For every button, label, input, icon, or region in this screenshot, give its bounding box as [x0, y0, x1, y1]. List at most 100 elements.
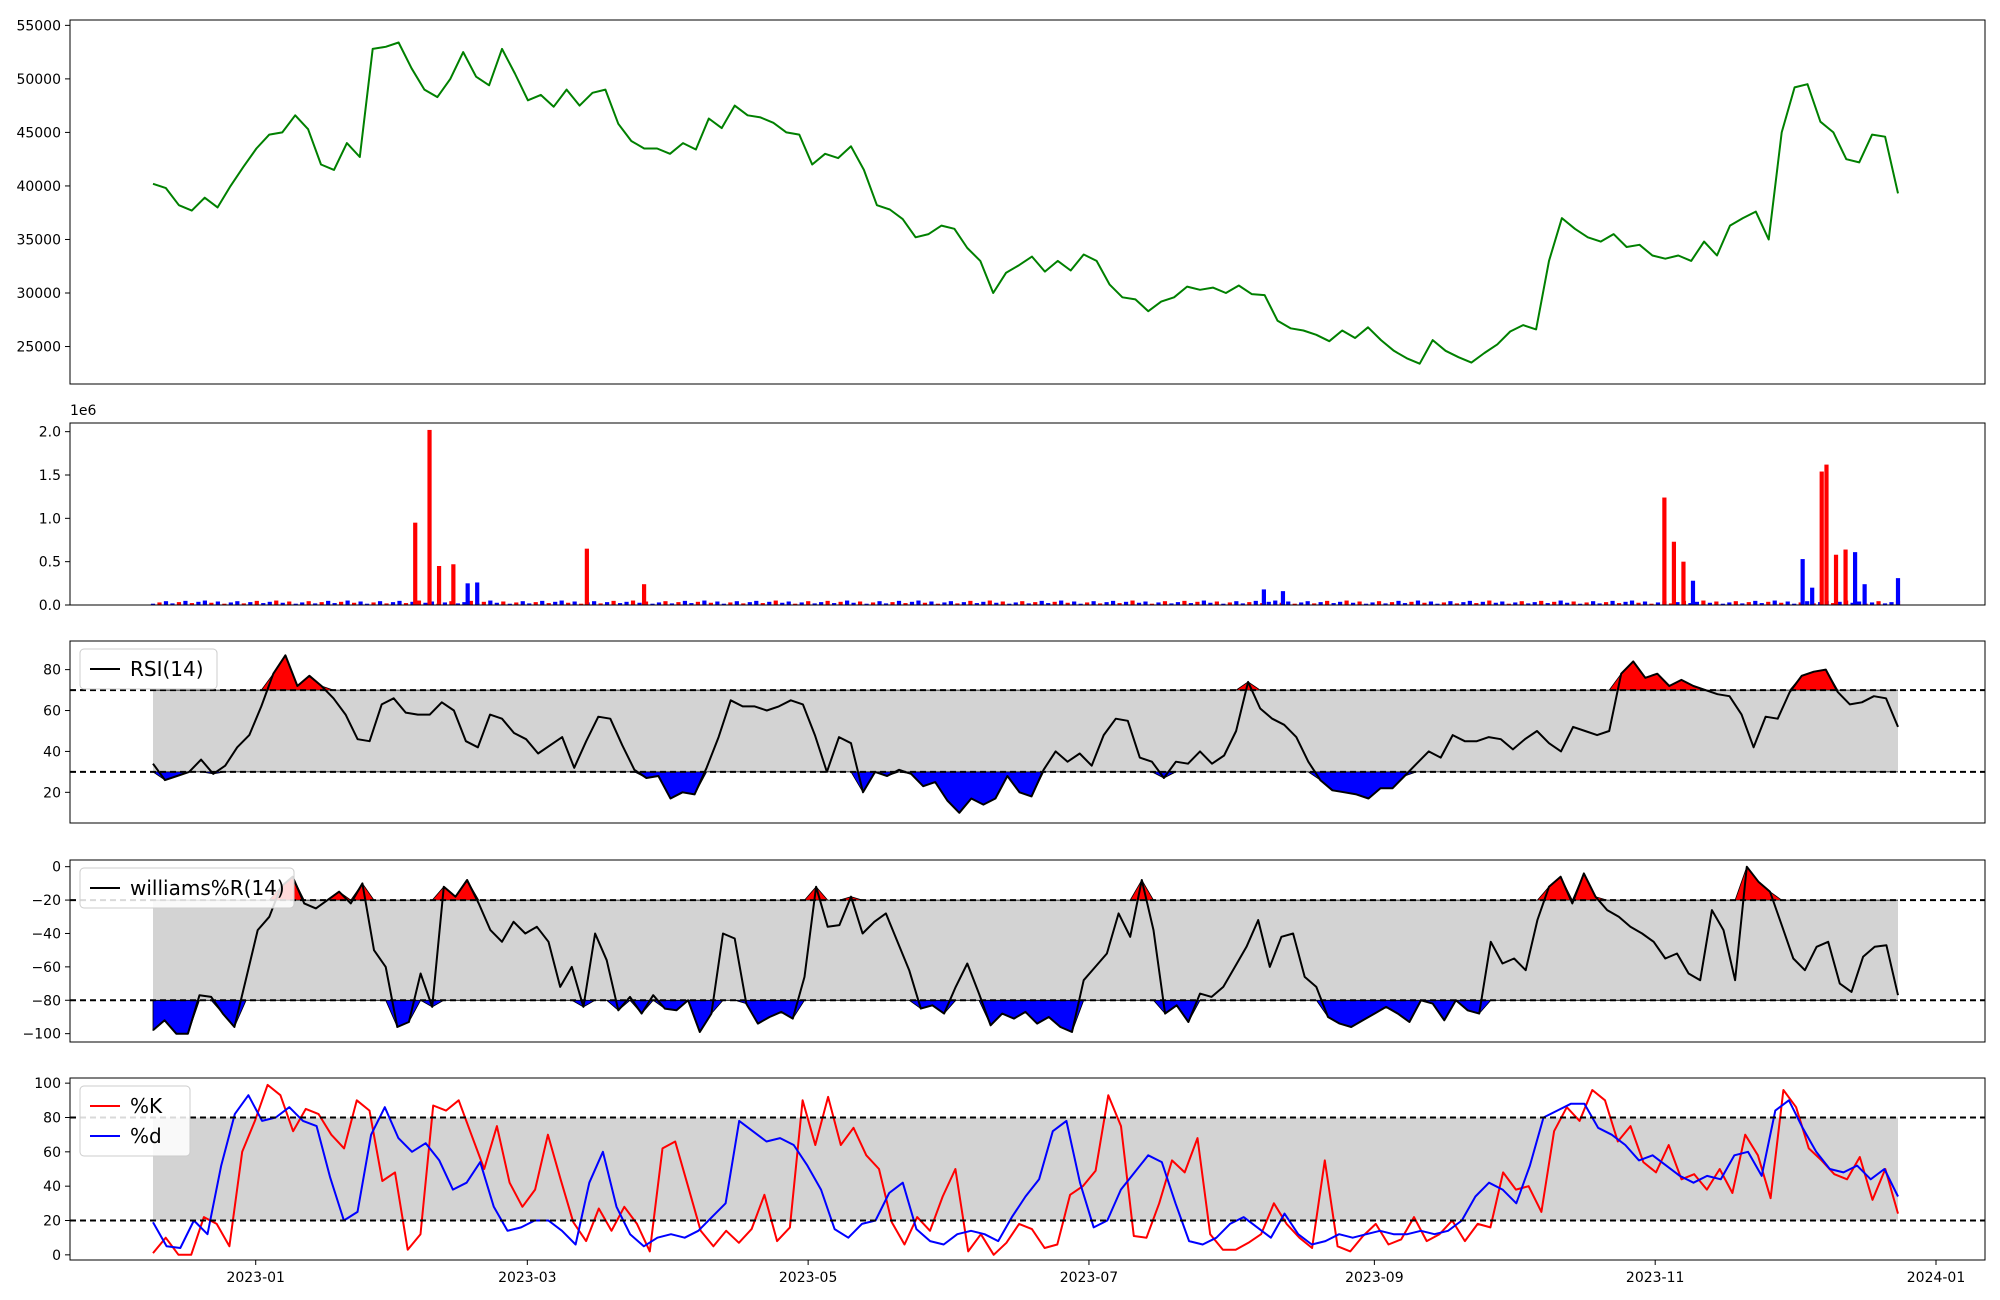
volume-bar: [728, 602, 733, 605]
volume-bar: [1493, 602, 1498, 605]
volume-bar: [1130, 600, 1135, 605]
volume-bar: [747, 602, 752, 605]
volume-bar: [163, 601, 169, 605]
volume-bar: [942, 602, 947, 605]
volume-bar: [1240, 603, 1245, 605]
volume-bar: [1123, 601, 1129, 605]
volume-bar: [481, 601, 486, 605]
volume-bar: [1500, 601, 1505, 605]
volume-bar: [1603, 602, 1609, 605]
volume-bar: [1325, 600, 1330, 605]
volume-bar: [1461, 602, 1466, 605]
volume-bar: [1117, 603, 1122, 605]
volume-bar: [1740, 603, 1745, 605]
volume-bar: [1402, 603, 1408, 605]
volume-bar: [767, 601, 772, 605]
volume-bar: [475, 582, 480, 605]
volume-bar: [741, 603, 746, 605]
volume-bar: [1856, 601, 1862, 605]
volume-bar: [1480, 601, 1485, 605]
volume-bar: [1526, 603, 1531, 605]
axes-frame: [69, 859, 1986, 1043]
volume-bar: [955, 603, 960, 605]
volume-bar: [851, 602, 856, 605]
volume-bar: [566, 602, 571, 605]
volume-bar: [326, 600, 331, 605]
volume-bar: [364, 603, 370, 605]
neutral-band: [153, 1117, 1898, 1221]
volume-bar: [1474, 603, 1479, 605]
volume-bar: [533, 602, 538, 605]
volume-bar: [339, 601, 344, 605]
volume-bar: [708, 602, 713, 605]
volume-bar: [994, 602, 999, 605]
volume-bar: [1766, 601, 1771, 605]
volume-bar: [1862, 584, 1867, 605]
volume-bar: [1208, 602, 1213, 605]
y-tick-label: 1.5: [39, 468, 61, 484]
volume-bar: [1428, 601, 1434, 605]
volume-bar: [793, 603, 798, 605]
y-tick-label: 20: [43, 1214, 61, 1230]
volume-bar: [455, 603, 460, 605]
volume-bar: [1467, 600, 1472, 605]
volume-bar: [1227, 602, 1232, 605]
y-tick-label: 0.0: [39, 598, 61, 614]
volume-bar: [1662, 497, 1667, 605]
volume-bar: [427, 429, 432, 605]
volume-bar: [1046, 603, 1051, 605]
volume-bar: [1895, 578, 1901, 605]
volume-bar: [468, 600, 473, 605]
volume-bar: [157, 602, 162, 605]
volume-bar: [1059, 600, 1064, 605]
panel-williams: −100 −80 −60 −40 −20 0 williams%R(14): [23, 859, 1986, 1043]
volume-bar: [1671, 541, 1677, 605]
volume-bar: [1810, 587, 1815, 605]
legend: %K %d: [79, 1085, 191, 1157]
volume-bar: [1169, 603, 1174, 605]
volume-bar: [1435, 603, 1440, 605]
y-tick-label: 25000: [16, 340, 61, 356]
volume-bar: [1616, 603, 1622, 605]
volume-bar: [416, 600, 422, 605]
volume-bar: [1143, 601, 1148, 605]
axes-frame: [69, 640, 1986, 824]
volume-bar: [501, 601, 506, 605]
volume-bar: [579, 603, 584, 605]
volume-bar: [961, 602, 966, 605]
volume-bar: [721, 603, 726, 605]
volume-bar: [754, 600, 759, 605]
volume-bar: [1506, 603, 1511, 605]
volume-bar: [1299, 602, 1304, 605]
legend-box: [79, 1085, 191, 1157]
volume-bar: [1156, 602, 1161, 605]
volume-bar: [909, 601, 915, 605]
y-tick-label: −100: [23, 1027, 61, 1043]
volume-bar: [1214, 601, 1219, 605]
volume-bar: [1039, 600, 1044, 605]
y-tick-label: 35000: [16, 232, 61, 248]
volume-bar: [553, 601, 558, 605]
volume-bar: [345, 600, 350, 605]
volume-bar: [1681, 561, 1686, 605]
y-tick-label: 40: [43, 1179, 61, 1195]
y-tick-label: 80: [43, 663, 61, 679]
volume-bar: [1007, 603, 1012, 605]
volume-bar: [1162, 601, 1168, 605]
volume-bar: [462, 602, 467, 605]
volume-bar: [1396, 600, 1401, 605]
volume-bar: [1253, 600, 1258, 605]
volume-bar: [1727, 602, 1732, 605]
overbought-fill: [153, 654, 1898, 691]
volume-bar: [1098, 603, 1103, 605]
oversold-fill: [152, 999, 1898, 1035]
volume-bar: [702, 600, 707, 605]
y-tick-label: 60: [43, 704, 61, 720]
volume-bar: [864, 603, 869, 605]
y-tick-label: 80: [43, 1110, 61, 1126]
volume-bar: [488, 600, 493, 605]
volume-bar: [1824, 464, 1829, 605]
volume-bar: [235, 601, 240, 605]
volume-bar: [832, 603, 837, 605]
